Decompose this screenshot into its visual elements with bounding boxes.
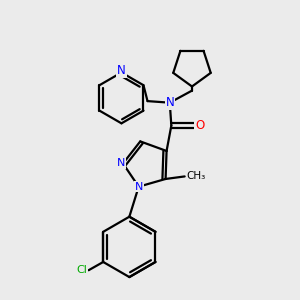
- Text: N: N: [117, 64, 126, 77]
- Text: N: N: [117, 158, 126, 169]
- Text: O: O: [195, 119, 205, 132]
- Text: N: N: [165, 96, 174, 109]
- Text: CH₃: CH₃: [186, 171, 205, 182]
- Text: Cl: Cl: [77, 265, 88, 275]
- Text: N: N: [134, 182, 143, 192]
